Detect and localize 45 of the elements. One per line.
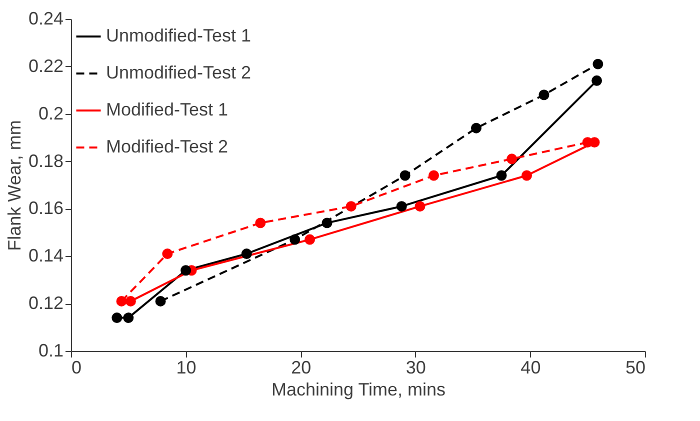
y-tick-label: 0.14	[28, 246, 64, 266]
point	[241, 248, 252, 260]
point	[322, 218, 332, 228]
legend-label: Modified-Test 1	[106, 100, 228, 120]
x-tick-label: 50	[625, 358, 646, 378]
legend-label: Modified-Test 2	[106, 136, 228, 156]
y-tick-label: 0.1	[38, 340, 64, 360]
x-axis-title: Machining Time, mins	[271, 380, 446, 400]
x-tick-label: 0	[72, 358, 82, 378]
point	[123, 312, 134, 324]
legend-label: Unmodified-Test 2	[106, 62, 252, 82]
y-axis-title: Flank Wear, mm	[4, 120, 24, 251]
x-tick-label: 30	[406, 358, 426, 378]
y-tick-label: 0.18	[28, 150, 64, 171]
x-tick-label: 20	[291, 358, 312, 378]
point	[162, 248, 173, 260]
point	[400, 170, 410, 181]
point	[506, 154, 518, 164]
point	[290, 234, 300, 245]
point	[116, 296, 127, 306]
y-tick-label: 0.16	[28, 198, 64, 218]
y-tick-label: 0.24	[28, 8, 64, 28]
x-tick-label: 10	[176, 358, 196, 378]
point	[538, 90, 550, 100]
point	[582, 137, 593, 148]
point	[155, 296, 166, 306]
point	[471, 122, 482, 134]
point	[255, 218, 266, 228]
point	[428, 170, 440, 181]
point	[592, 75, 602, 86]
point	[592, 58, 604, 70]
point	[112, 312, 122, 324]
y-tick-label: 0.2	[38, 103, 64, 124]
point	[304, 234, 316, 245]
point	[414, 201, 426, 212]
point	[180, 265, 192, 276]
point	[346, 201, 356, 212]
point	[496, 170, 507, 181]
y-tick-label: 0.12	[28, 293, 64, 314]
point	[522, 170, 532, 181]
point	[396, 201, 407, 212]
legend-label: Unmodified-Test 1	[106, 26, 252, 46]
point	[125, 296, 136, 306]
y-tick-label: 0.22	[28, 56, 64, 76]
x-tick-label: 40	[520, 358, 541, 378]
